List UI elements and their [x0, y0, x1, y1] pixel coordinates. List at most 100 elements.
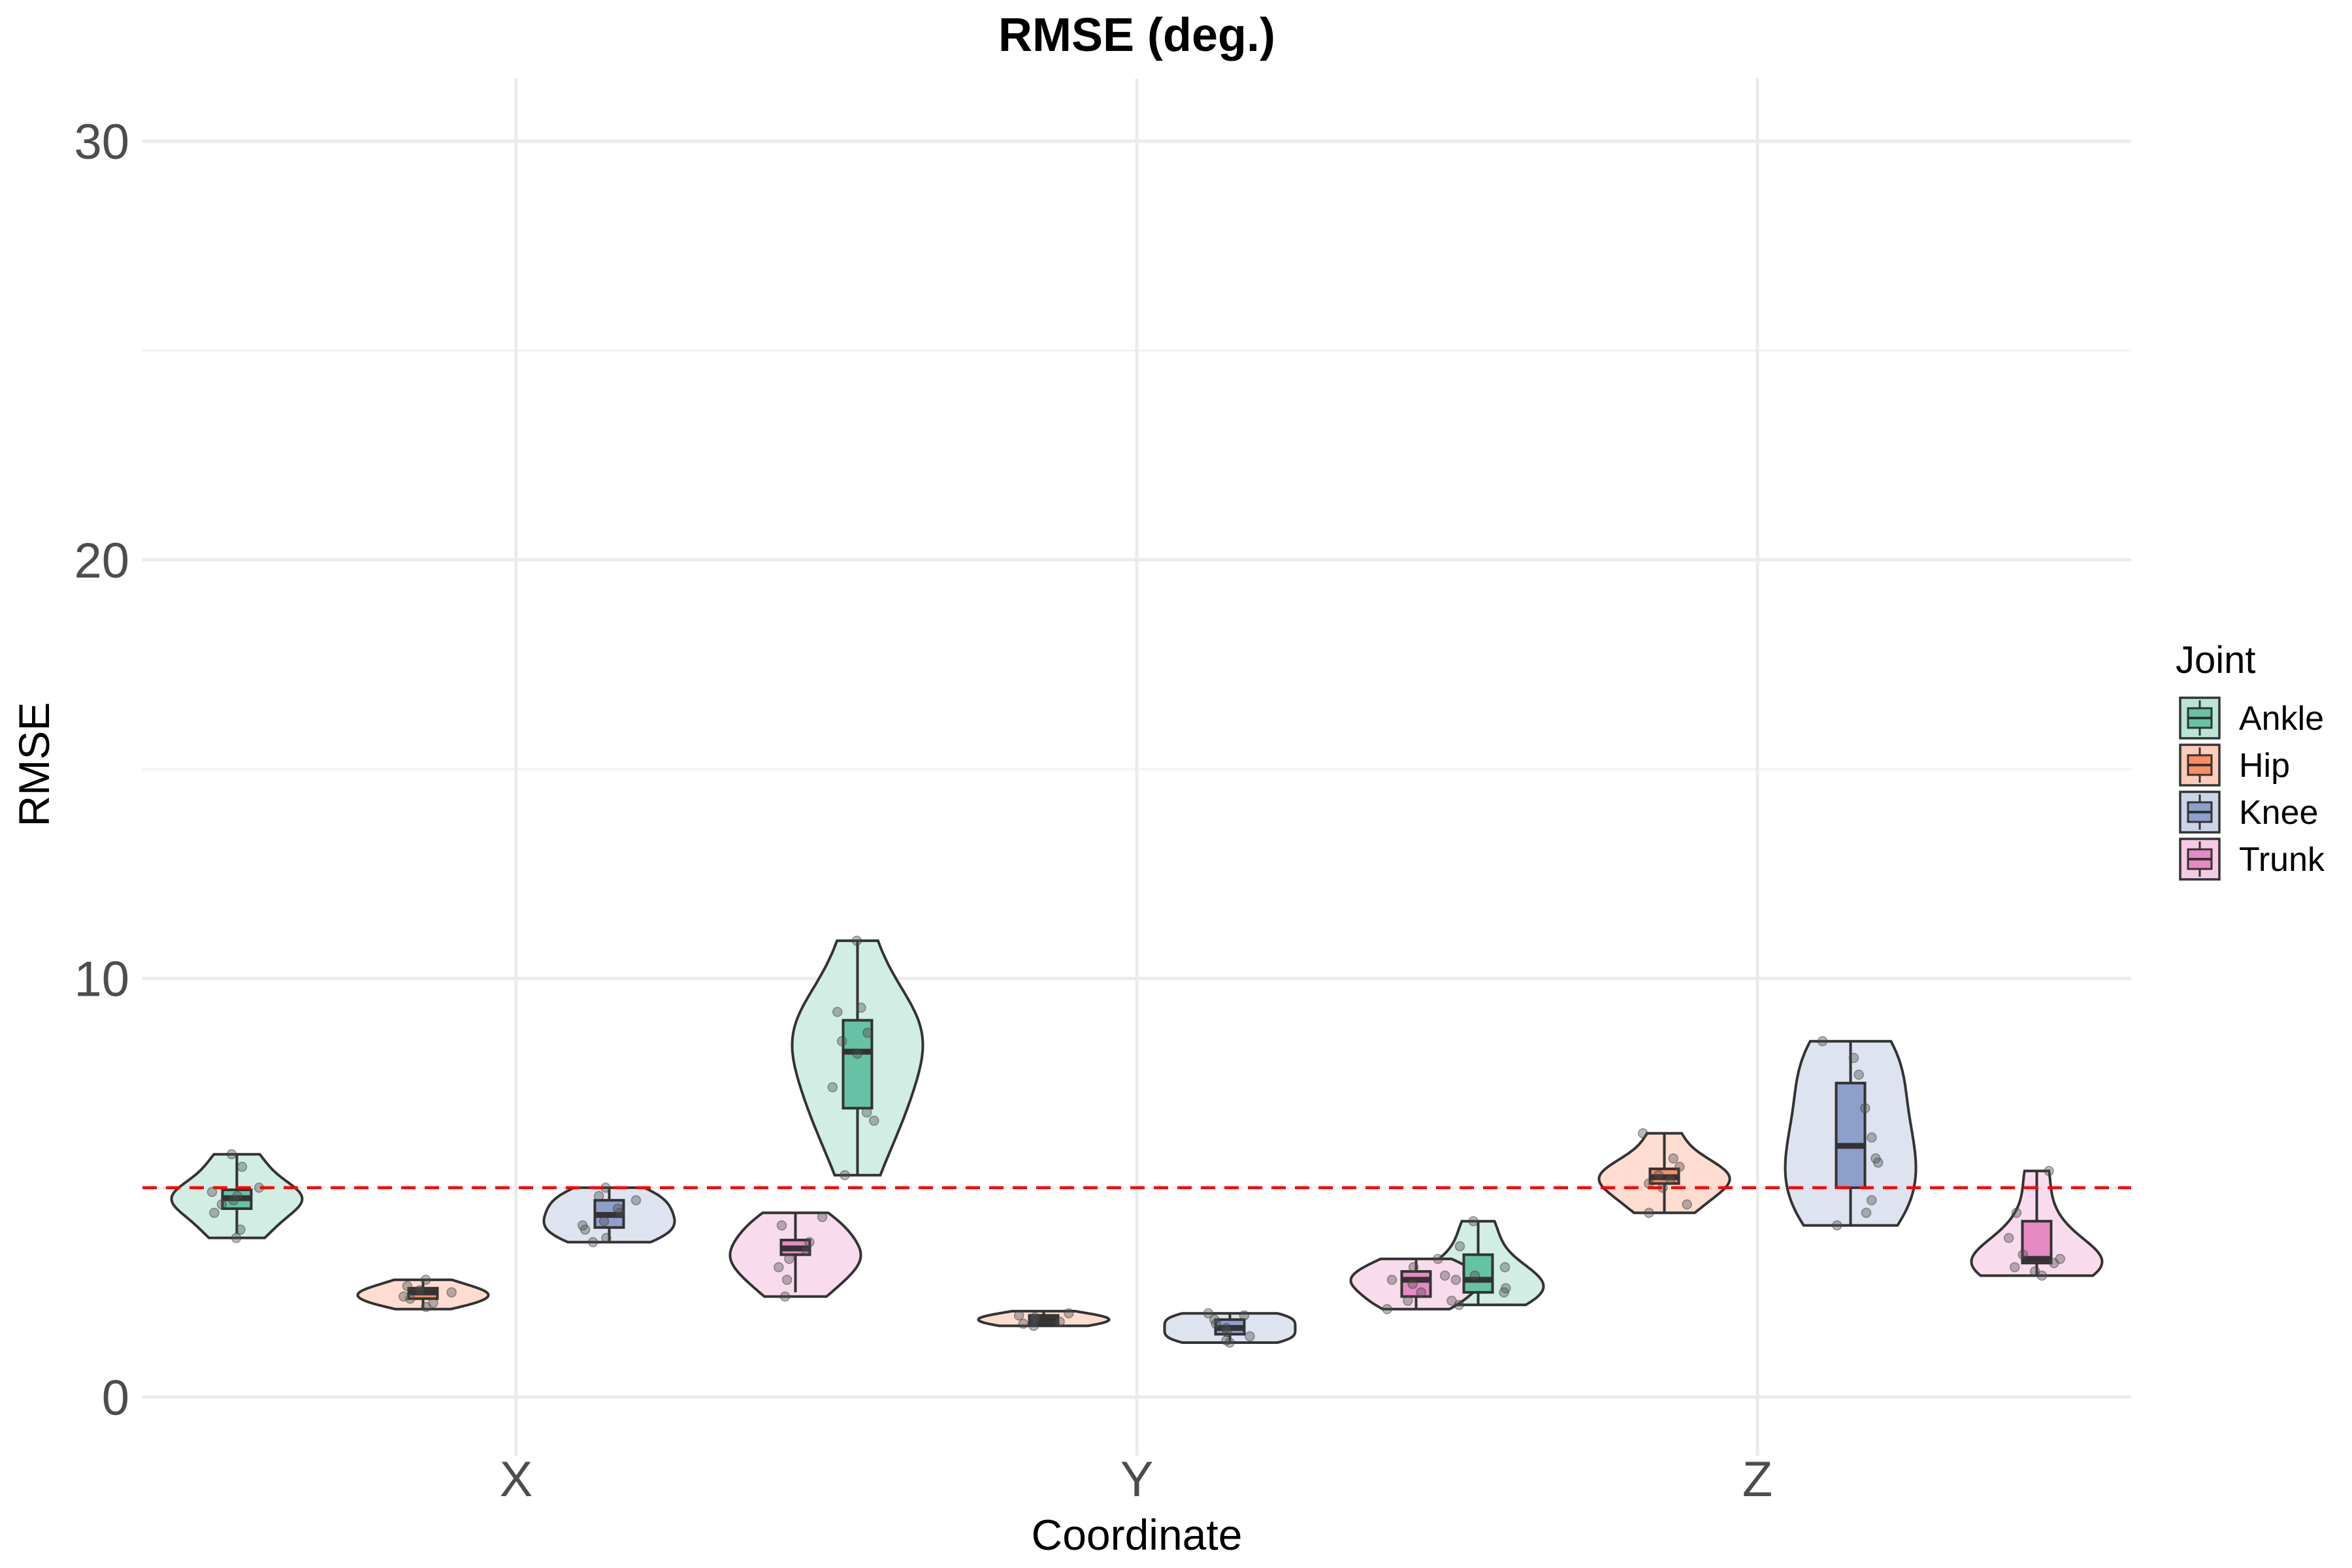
data-point [399, 1291, 409, 1302]
legend-label-ankle: Ankle [2239, 700, 2324, 738]
data-point [1221, 1335, 1232, 1346]
data-point [1867, 1132, 1877, 1143]
data-point [1239, 1310, 1250, 1321]
axes: 0 10 20 30 X Y Z [74, 114, 1772, 1507]
data-point [840, 1169, 850, 1181]
data-point [428, 1298, 438, 1308]
data-point [851, 936, 862, 946]
data-point [206, 1186, 218, 1198]
data-point [2055, 1254, 2065, 1264]
data-point [1450, 1275, 1462, 1285]
data-point [1468, 1216, 1478, 1226]
data-point [862, 1028, 873, 1038]
data-point [630, 1195, 642, 1205]
data-point [1209, 1315, 1220, 1325]
data-point [1674, 1162, 1685, 1172]
data-point [420, 1275, 431, 1285]
x-tick-label: Z [1742, 1452, 1772, 1507]
data-point [836, 1036, 847, 1047]
legend-title: Joint [2176, 639, 2256, 681]
legend-key-hip [2179, 743, 2221, 787]
data-point [861, 1107, 872, 1118]
data-point [226, 1149, 237, 1160]
data-point [1644, 1207, 1654, 1218]
box-ankle-z [1462, 1253, 1494, 1294]
grid [142, 78, 2131, 1456]
data-point [1416, 1287, 1426, 1298]
data-point [1854, 1070, 1864, 1080]
data-point [776, 1220, 787, 1231]
legend: Joint Ankle Hip Knee Trunk [2176, 639, 2325, 881]
data-point [1817, 1036, 1828, 1047]
legend-label-knee: Knee [2239, 794, 2318, 832]
data-point [232, 1190, 242, 1201]
data-point [1403, 1296, 1413, 1306]
y-tick-label: 20 [74, 533, 129, 589]
data-point [1668, 1153, 1679, 1164]
data-point [1867, 1195, 1877, 1205]
data-point [2044, 1166, 2054, 1177]
data-point [2029, 1266, 2040, 1277]
y-tick-label: 0 [102, 1370, 129, 1426]
data-point [1013, 1310, 1024, 1321]
data-point [1861, 1207, 1872, 1218]
data-point [1382, 1303, 1392, 1315]
data-point [1682, 1199, 1692, 1210]
data-point [801, 1245, 811, 1256]
data-point [1454, 1241, 1465, 1252]
data-point [601, 1233, 612, 1243]
data-point [1637, 1128, 1648, 1139]
data-point [1386, 1275, 1397, 1285]
legend-key-trunk [2179, 838, 2221, 881]
data-point [869, 1115, 879, 1126]
data-point [779, 1291, 791, 1302]
data-point [1064, 1308, 1074, 1318]
data-point [1245, 1331, 1255, 1342]
data-point [1665, 1174, 1676, 1184]
data-point [612, 1203, 623, 1214]
x-tick-label: Y [1120, 1452, 1154, 1507]
x-axis-title: Coordinate [1032, 1511, 1243, 1559]
legend-key-ankle [2179, 696, 2221, 740]
y-tick-label: 30 [74, 114, 129, 170]
data-point [1439, 1270, 1450, 1281]
data-point [1499, 1262, 1511, 1273]
data-point [1018, 1318, 1029, 1329]
data-point [235, 1224, 246, 1235]
data-point [1848, 1053, 1859, 1064]
data-point [1030, 1312, 1040, 1323]
data-point [784, 1254, 794, 1264]
data-point [587, 1237, 598, 1247]
data-point [216, 1199, 227, 1210]
data-point [1407, 1279, 1418, 1290]
x-tick-label: X [500, 1452, 533, 1507]
box-knee-z [1835, 1081, 1867, 1189]
data-point [781, 1275, 792, 1285]
y-axis-title: RMSE [10, 702, 58, 827]
data-point [414, 1285, 425, 1296]
data-point [1408, 1262, 1419, 1273]
data-point [817, 1212, 828, 1222]
data-point [852, 1049, 863, 1059]
data-point [1860, 1103, 1870, 1113]
data-point [1501, 1282, 1511, 1294]
data-point [804, 1237, 815, 1247]
data-point [832, 1007, 843, 1017]
data-point [2010, 1262, 2020, 1273]
data-point [2003, 1233, 2014, 1243]
legend-label-hip: Hip [2239, 747, 2290, 785]
data-point [1870, 1153, 1881, 1164]
chart-title: RMSE (deg.) [998, 9, 1275, 61]
data-point [237, 1162, 248, 1172]
data-point [593, 1190, 604, 1201]
y-tick-label: 10 [74, 952, 129, 1007]
jitter-points [206, 936, 2065, 1348]
data-point [446, 1287, 457, 1298]
data-point [598, 1216, 610, 1226]
data-point [1433, 1254, 1443, 1264]
data-point [1832, 1220, 1842, 1231]
data-point [231, 1233, 242, 1243]
data-point [774, 1262, 784, 1273]
data-point [402, 1281, 413, 1292]
legend-key-knee [2179, 791, 2221, 834]
